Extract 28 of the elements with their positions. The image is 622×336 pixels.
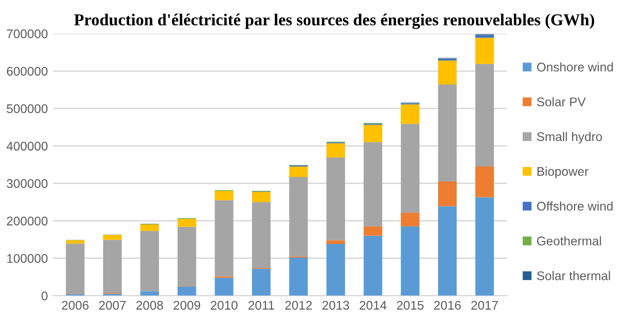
legend-label: Solar thermal bbox=[537, 271, 610, 280]
legend-label: Small hydro bbox=[537, 132, 602, 144]
y-tick-label: 700000 bbox=[6, 29, 48, 38]
x-tick-label: 2013 bbox=[322, 300, 350, 310]
legend-label: Solar PV bbox=[537, 97, 586, 106]
x-tick-label: 2010 bbox=[210, 300, 238, 310]
y-tick-label: 600000 bbox=[6, 66, 48, 76]
x-tick-label: 2006 bbox=[62, 300, 89, 310]
x-tick-label: 2007 bbox=[99, 300, 126, 310]
x-tick-label: 2014 bbox=[360, 300, 386, 310]
legend-label: Biopower bbox=[537, 166, 588, 178]
x-tick-label: 2015 bbox=[396, 300, 424, 310]
x-tick-label: 2011 bbox=[248, 300, 274, 310]
x-tick-label: 2012 bbox=[285, 300, 312, 310]
legend-label: Geothermal bbox=[537, 236, 601, 246]
x-tick-label: 2017 bbox=[471, 300, 498, 310]
y-tick-label: 300000 bbox=[6, 179, 48, 188]
y-tick-label: 100000 bbox=[7, 254, 48, 263]
y-tick-label: 500000 bbox=[6, 104, 48, 114]
y-tick-label: 200000 bbox=[6, 216, 48, 226]
legend-label: Onshore wind bbox=[537, 62, 613, 72]
y-tick-label: 400000 bbox=[6, 142, 48, 151]
x-tick-label: 2016 bbox=[434, 300, 461, 310]
x-tick-label: 2008 bbox=[136, 300, 163, 310]
y-tick-label: 0 bbox=[42, 291, 48, 300]
legend-label: Offshore wind bbox=[537, 201, 613, 211]
x-tick-label: 2009 bbox=[174, 300, 200, 310]
chart-title: Production d'éléctricité par les sources des énergies renouvelables (GWh) bbox=[74, 14, 594, 29]
